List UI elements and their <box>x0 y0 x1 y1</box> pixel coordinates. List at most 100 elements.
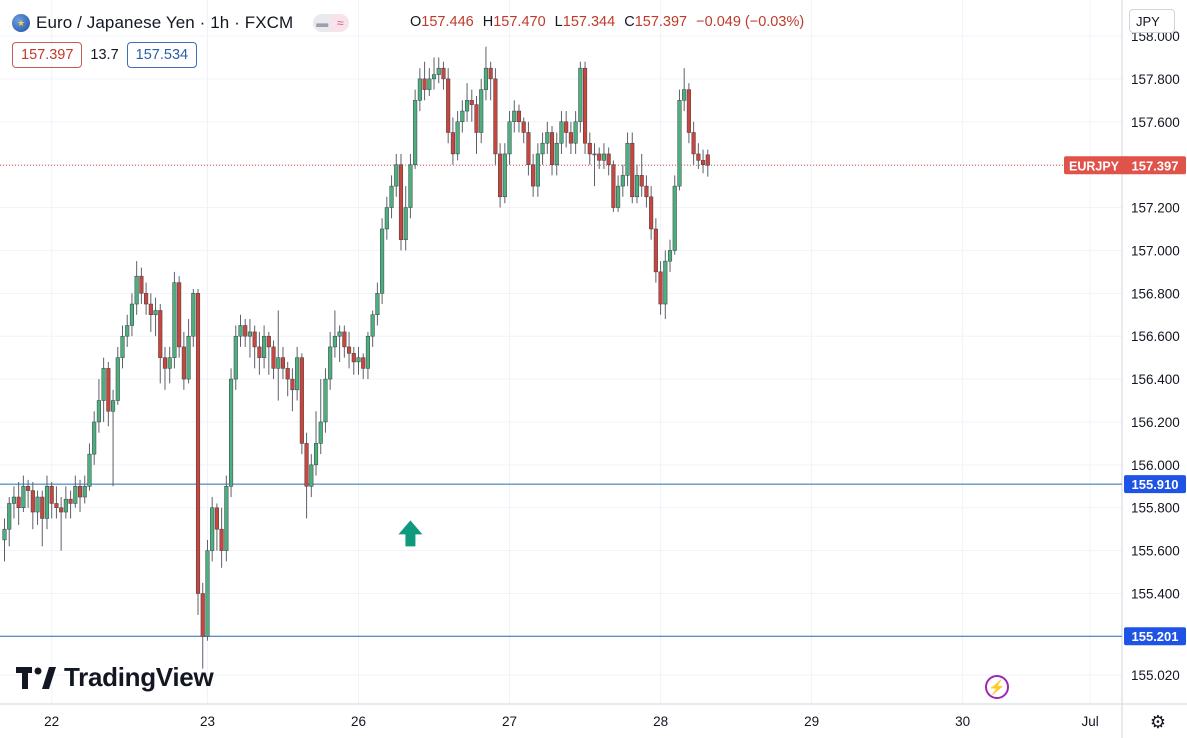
candle[interactable] <box>257 331 262 375</box>
candle[interactable] <box>11 486 16 519</box>
candle[interactable] <box>125 314 130 347</box>
candle[interactable] <box>483 46 488 101</box>
candle[interactable] <box>332 310 337 358</box>
candle[interactable] <box>568 121 573 154</box>
candle[interactable] <box>21 475 26 513</box>
candle[interactable] <box>361 353 366 380</box>
candle[interactable] <box>158 304 163 384</box>
candle[interactable] <box>455 111 460 161</box>
candle[interactable] <box>531 153 536 197</box>
candle[interactable] <box>597 147 602 169</box>
candle[interactable] <box>630 132 635 204</box>
candle[interactable] <box>488 61 493 101</box>
candle[interactable] <box>658 261 663 315</box>
candle[interactable] <box>375 282 380 326</box>
buy-price-button[interactable]: 157.534 <box>126 42 198 68</box>
candle[interactable] <box>40 490 45 547</box>
candle[interactable] <box>545 121 550 154</box>
candle[interactable] <box>153 297 158 337</box>
candle[interactable] <box>77 479 83 513</box>
candle[interactable] <box>68 490 73 519</box>
candle[interactable] <box>73 475 78 508</box>
candle[interactable] <box>63 486 68 519</box>
candle[interactable] <box>229 368 234 498</box>
candle[interactable] <box>554 132 559 176</box>
candle[interactable] <box>691 121 696 165</box>
candle[interactable] <box>549 126 555 176</box>
candle[interactable] <box>92 411 97 465</box>
candle[interactable] <box>106 361 111 427</box>
candle[interactable] <box>682 68 687 112</box>
candle[interactable] <box>318 379 323 455</box>
candle[interactable] <box>625 132 630 187</box>
candle[interactable] <box>502 143 507 204</box>
candle[interactable] <box>162 346 168 390</box>
wave-icon[interactable]: ≈ <box>331 14 350 32</box>
candle[interactable] <box>144 282 149 315</box>
candle[interactable] <box>205 539 210 641</box>
candle[interactable] <box>644 175 649 208</box>
candle[interactable] <box>120 325 125 369</box>
candle[interactable] <box>16 482 21 525</box>
candle[interactable] <box>460 100 465 133</box>
candle[interactable] <box>347 331 352 369</box>
candle[interactable] <box>115 346 120 405</box>
candle[interactable] <box>200 582 205 669</box>
candle[interactable] <box>403 186 408 251</box>
candle[interactable] <box>601 143 606 169</box>
candle[interactable] <box>328 331 333 390</box>
candle[interactable] <box>465 83 470 122</box>
candle[interactable] <box>82 475 87 504</box>
candle[interactable] <box>280 346 286 380</box>
candle[interactable] <box>181 331 186 390</box>
symbol-title[interactable]: Euro / Japanese Yen · 1h · FXCM <box>36 13 294 32</box>
candle[interactable] <box>450 117 455 165</box>
candle[interactable] <box>214 503 219 551</box>
candle[interactable] <box>313 411 319 476</box>
candle[interactable] <box>219 507 224 568</box>
candle[interactable] <box>611 160 616 212</box>
candle[interactable] <box>521 117 526 144</box>
candle[interactable] <box>441 61 446 90</box>
candle[interactable] <box>191 289 196 347</box>
candle[interactable] <box>564 111 569 148</box>
candle[interactable] <box>634 164 640 204</box>
candle[interactable] <box>224 475 229 562</box>
candle[interactable] <box>139 267 144 305</box>
candle[interactable] <box>337 325 342 362</box>
candle[interactable] <box>243 319 248 347</box>
candle[interactable] <box>380 218 385 305</box>
candle[interactable] <box>422 61 427 101</box>
candle[interactable] <box>417 68 422 112</box>
candle[interactable] <box>672 175 677 255</box>
candle[interactable] <box>30 482 35 530</box>
candle[interactable] <box>583 61 588 154</box>
candle[interactable] <box>498 143 503 208</box>
candle[interactable] <box>620 164 625 197</box>
candle[interactable] <box>276 310 281 401</box>
candle[interactable] <box>172 271 177 369</box>
candle[interactable] <box>512 100 517 133</box>
candle[interactable] <box>54 486 59 519</box>
candle[interactable] <box>384 196 389 240</box>
hide-icon[interactable]: ▬ <box>313 14 332 32</box>
candle[interactable] <box>266 331 271 375</box>
sell-price-button[interactable]: 157.397 <box>12 42 83 68</box>
candle[interactable] <box>427 68 432 97</box>
candle[interactable] <box>701 149 706 174</box>
candle[interactable] <box>606 147 611 176</box>
currency-selector[interactable]: JPY <box>1129 9 1175 33</box>
candle[interactable] <box>186 319 191 384</box>
candle[interactable] <box>370 310 375 347</box>
candle[interactable] <box>342 325 347 358</box>
candle[interactable] <box>44 475 50 530</box>
candle[interactable] <box>696 143 701 169</box>
candle[interactable] <box>290 368 295 412</box>
candle[interactable] <box>295 346 300 401</box>
candle[interactable] <box>111 389 116 487</box>
candle[interactable] <box>129 293 134 337</box>
gear-icon[interactable]: ⚙ <box>1149 712 1167 732</box>
candle[interactable] <box>559 111 564 154</box>
candle[interactable] <box>195 289 201 615</box>
candle[interactable] <box>26 479 31 508</box>
